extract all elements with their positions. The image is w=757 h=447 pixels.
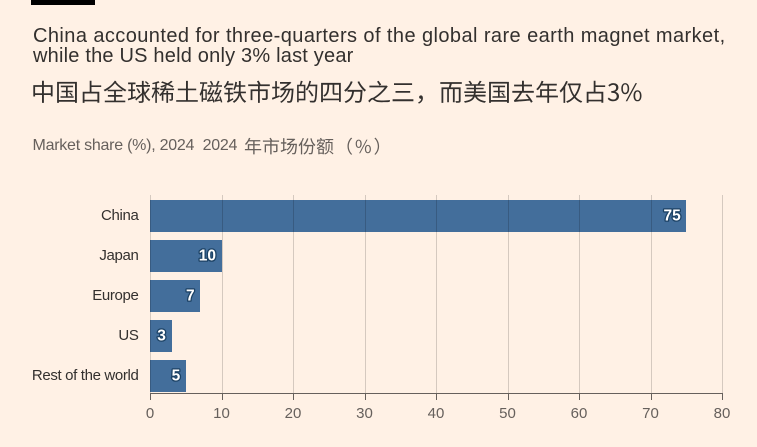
svg-text:5: 5 <box>172 368 181 385</box>
svg-text:3: 3 <box>157 328 166 345</box>
svg-text:10: 10 <box>199 248 216 265</box>
svg-text:7: 7 <box>186 288 195 305</box>
svg-text:75: 75 <box>664 208 682 225</box>
